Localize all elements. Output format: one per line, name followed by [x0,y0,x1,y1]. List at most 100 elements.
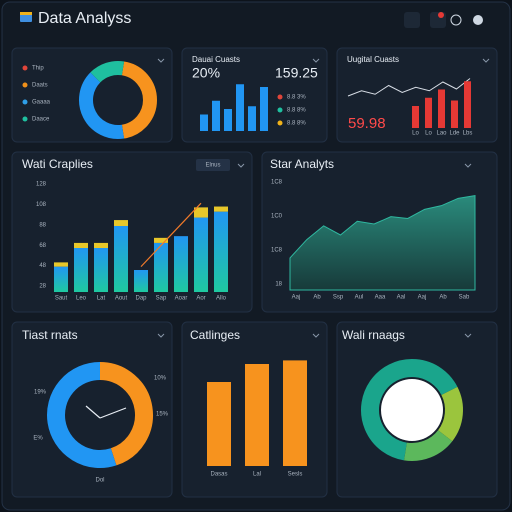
donut-hole [381,379,443,441]
legend-label: Gaaaa [32,100,51,106]
donut-segment [437,386,463,442]
y-tick-label: 1C0 [271,214,283,220]
bar [451,100,458,128]
donut-label: E% [33,436,43,442]
legend-label: Daats [32,83,48,89]
x-tick-label: Aul [355,295,364,301]
icon-button[interactable] [450,14,462,26]
donut-segment [121,61,157,139]
donut-segment [79,72,125,139]
legend-dot [22,99,28,105]
x-tick-label: Aal [397,295,406,301]
app-title: Data Analyss [38,10,131,27]
x-tick-label: Allo [216,296,227,302]
toolbar[interactable] [404,12,483,28]
x-tick-label: Ab [439,295,447,301]
panel-title: Wati Craplies [22,157,93,171]
x-tick-label: Aaj [292,295,301,301]
bar [212,100,220,131]
bar [207,382,231,466]
panel-title: Uugital Cuasts [347,55,399,64]
y-tick-label: 1C8 [271,248,283,254]
donut-segment [99,362,153,466]
line [347,78,471,97]
stat: 20% [192,65,220,81]
bar [134,270,148,292]
donut-label: Dol [95,478,104,484]
x-tick-label: Lo [425,131,432,137]
bar-cap [54,262,68,267]
bar [236,84,244,131]
panel-title: Catlinges [190,328,240,342]
bar-cap [114,220,128,226]
x-tick-label: Lo [412,131,419,137]
icon-button[interactable] [404,12,420,28]
x-tick-label: Sesls [288,472,303,478]
x-tick-label: Aor [196,296,205,302]
x-tick-label: Sap [156,296,167,302]
bar [214,211,228,292]
clock-hand [85,405,101,419]
x-tick-label: Ssp [333,295,344,301]
donut-label: 19% [34,390,47,396]
button[interactable] [196,159,230,171]
x-tick-label: Saut [55,296,68,302]
x-tick-label: Dap [135,296,147,302]
y-tick-label: 48 [39,263,46,269]
legend-dot [277,94,283,100]
chevrons[interactable] [157,58,490,338]
bar-cap [94,242,108,248]
x-tick-label: Lal [253,472,261,478]
bar [464,81,471,128]
donut-segment [47,362,117,468]
legend-label: Daace [32,117,50,123]
bar [154,242,168,292]
area [289,194,476,291]
legend-label: 8.8 3% [287,95,306,101]
legend-dot [277,120,283,126]
legend-dot [22,116,28,122]
legend-label: 8.8 8% [287,121,306,127]
legend-label: 8.8 8% [287,108,306,114]
x-tick-label: Dasas [210,472,227,478]
bar [200,114,208,131]
logo-top [20,12,32,15]
bar [248,106,256,131]
legend-dot [22,82,28,88]
donut-segment [361,359,458,461]
y-tick-label: 68 [39,243,46,249]
donut-label: 15% [156,412,169,418]
x-tick-label: Ab [313,295,321,301]
x-tick-label: Leo [76,296,87,302]
button-label[interactable]: Elnus [205,163,220,169]
bar [54,266,68,292]
y-tick-label: 28 [39,284,46,290]
legend-dot [277,107,283,113]
x-tick-label: Aoar [175,296,188,302]
bar [260,87,268,131]
x-tick-label: Aaa [375,295,386,301]
x-tick-label: Lao [436,131,447,137]
donut-segment [404,429,453,461]
bar [412,106,419,128]
bar-cap [214,206,228,212]
y-tick-label: 88 [39,222,46,228]
panel-title: Dauai Cuasts [192,55,240,64]
bar [283,360,307,466]
x-tick-label: Lde [449,131,460,137]
y-tick-label: 1C8 [271,180,283,186]
x-tick-label: Lbs [463,131,473,137]
bar [114,226,128,292]
icon-button[interactable] [473,15,483,25]
panel-title: Star Analyts [270,157,334,171]
panel [11,151,253,313]
panel-title: Tiast rnats [22,328,78,342]
bar [74,248,88,292]
clock-hand [99,407,127,419]
bar [194,217,208,292]
y-tick-label: 128 [36,182,47,188]
y-tick-label: 108 [36,202,47,208]
y-tick-label: 18 [275,282,282,288]
bar [174,236,188,292]
